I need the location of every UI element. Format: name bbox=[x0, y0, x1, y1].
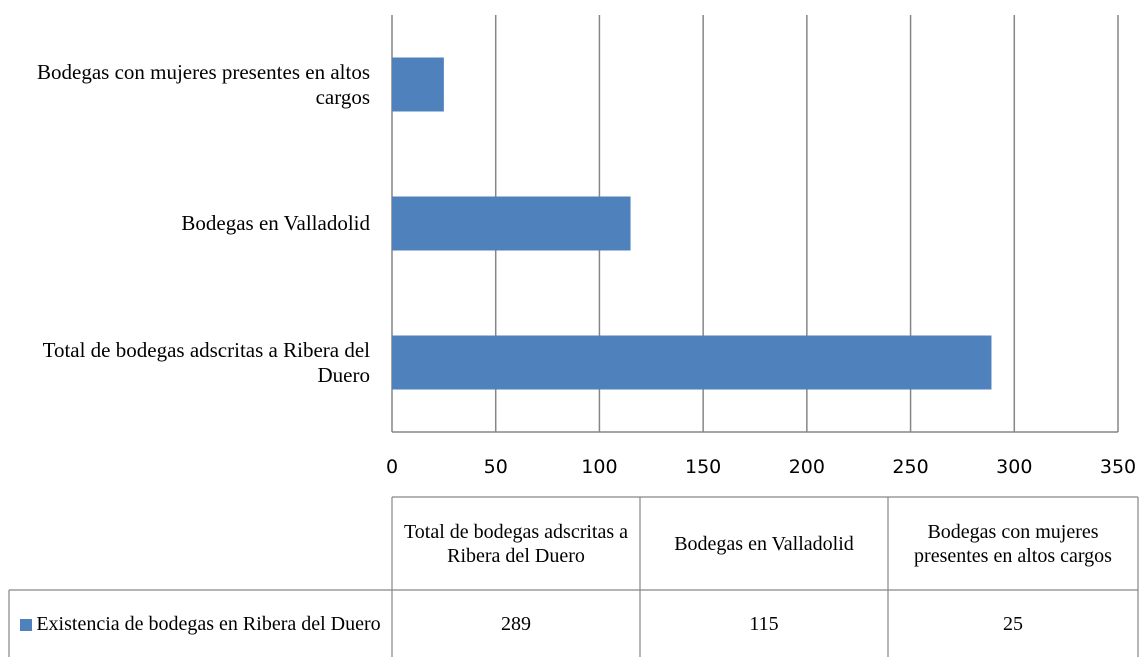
bar bbox=[392, 335, 992, 390]
table-header: Bodegas en Valladolid bbox=[674, 532, 854, 555]
legend-cell: Existencia de bodegas en Ribera del Duer… bbox=[9, 590, 392, 657]
legend-swatch bbox=[20, 618, 33, 631]
y-tick-label: Bodegas con mujeres presentes en altos c… bbox=[37, 59, 370, 109]
x-tick-label: 150 bbox=[685, 456, 722, 478]
bar bbox=[392, 196, 631, 251]
legend-label: Existencia de bodegas en Ribera del Duer… bbox=[36, 612, 381, 635]
x-tick-label: 0 bbox=[385, 456, 399, 478]
x-tick-label: 300 bbox=[996, 456, 1033, 478]
table-header: Total de bodegas adscritas a Ribera del … bbox=[403, 520, 629, 567]
x-tick-label: 50 bbox=[483, 456, 508, 478]
x-tick-label: 250 bbox=[892, 456, 929, 478]
x-tick-label: 200 bbox=[788, 456, 825, 478]
table-value: 115 bbox=[749, 612, 779, 635]
table-value: 289 bbox=[501, 612, 531, 635]
y-tick-label: Bodegas en Valladolid bbox=[181, 211, 370, 235]
legend-entry: Existencia de bodegas en Ribera del Duer… bbox=[20, 612, 381, 636]
y-tick-label: Total de bodegas adscritas a Ribera del … bbox=[42, 337, 370, 387]
x-tick-label: 100 bbox=[581, 456, 618, 478]
table-value: 25 bbox=[1003, 612, 1023, 635]
bar bbox=[392, 57, 444, 112]
x-tick-label: 350 bbox=[1099, 456, 1137, 478]
table-header: Bodegas con mujeres presentes en altos c… bbox=[914, 520, 1112, 567]
